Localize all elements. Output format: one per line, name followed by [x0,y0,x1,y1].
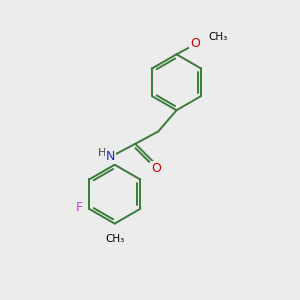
Text: O: O [190,38,200,50]
Text: CH₃: CH₃ [208,32,227,42]
Text: O: O [151,162,161,175]
Text: CH₃: CH₃ [105,234,124,244]
Text: H: H [98,148,106,158]
Text: N: N [106,150,115,163]
Text: F: F [75,201,82,214]
